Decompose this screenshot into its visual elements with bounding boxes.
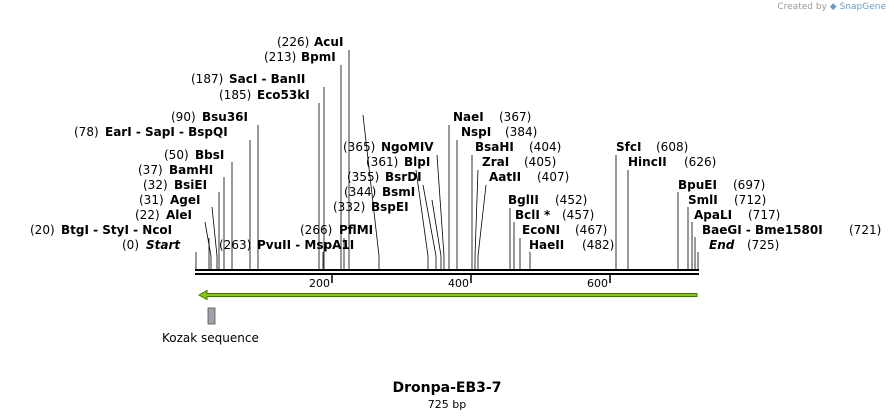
site-label: BglII (452) [508, 193, 587, 207]
credit-prefix: Created by [777, 2, 827, 12]
site-label: (22) AleI [135, 208, 192, 222]
site-label: BsaHI (404) [475, 140, 561, 154]
map-title: Dronpa-EB3-7 [393, 380, 502, 396]
site-label: (365) NgoMIV [343, 140, 434, 154]
site-label: (20) BtgI - StyI - NcoI [30, 223, 172, 237]
site-label: NaeI (367) [453, 110, 531, 124]
site-label: (37) BamHI [138, 163, 213, 177]
site-label: (187) SacI - BanII [191, 72, 305, 86]
ruler-tick-label: 600 [587, 277, 608, 290]
leader-bsrdi [422, 184, 437, 257]
site-label: BclI * (457) [515, 208, 594, 222]
site-label: SfcI (608) [616, 140, 688, 154]
site-label: NspI (384) [461, 125, 537, 139]
site-label: (263) PvuII - MspA1I [219, 238, 354, 252]
leader-alei [204, 221, 212, 257]
site-label: HaeII (482) [529, 238, 614, 252]
leader-aatii [477, 184, 487, 257]
site-label: End (725) [709, 238, 779, 252]
site-labels: (226) AcuI (213) BpmI (187) SacI - BanII (1… [30, 35, 881, 252]
site-label: (90) Bsu36I [171, 110, 248, 124]
ruler: 200 400 600 [309, 275, 611, 290]
site-label: ZraI (405) [482, 155, 556, 169]
site-label: (213) BpmI [264, 50, 336, 64]
site-label: (266) PflMI [300, 223, 373, 237]
ruler-tick-label: 200 [309, 277, 330, 290]
created-by-credit: Created by ◆ SnapGene [777, 2, 886, 12]
leader-bspei [362, 114, 380, 257]
site-label: BaeGI - Bme1580I (721) [702, 223, 881, 237]
sequence-backbone-top [195, 269, 699, 271]
site-label: SmlI (712) [688, 193, 766, 207]
snapgene-logo-icon: ◆ [829, 2, 837, 12]
sequence-backbone-bottom [195, 273, 699, 275]
site-label: (355) BsrDI [347, 170, 422, 184]
site-label: (32) BsiEI [143, 178, 207, 192]
site-label: (332) BspEI [333, 200, 409, 214]
kozak-feature-label: Kozak sequence [162, 331, 259, 345]
site-label: (361) BlpI [366, 155, 430, 169]
site-label: AatII (407) [489, 170, 569, 184]
site-label: HincII (626) [628, 155, 716, 169]
site-label: EcoNI (467) [522, 223, 607, 237]
site-label: (78) EarI - SapI - BspQI [74, 125, 228, 139]
site-label: (344) BsmI [344, 185, 415, 199]
leader-ngomiv [436, 154, 445, 257]
site-label: (0) Start [122, 238, 181, 252]
leader-agei [211, 206, 218, 257]
leader-bsmi [415, 169, 429, 257]
credit-brand: SnapGene [839, 2, 886, 12]
ruler-tick-label: 400 [448, 277, 469, 290]
site-leader-lines [195, 50, 699, 269]
site-label: BpuEI (697) [678, 178, 765, 192]
map-length: 725 bp [428, 398, 466, 411]
site-label: (31) AgeI [139, 193, 200, 207]
kozak-feature-box[interactable] [207, 307, 216, 325]
site-label: (185) Eco53kI [219, 88, 310, 102]
site-label: (226) AcuI [277, 35, 343, 49]
leader-zrai [474, 169, 479, 257]
site-label: (50) BbsI [164, 148, 224, 162]
orf-arrow[interactable] [197, 289, 698, 301]
leader-blpi [431, 199, 442, 257]
site-label: ApaLI (717) [694, 208, 780, 222]
